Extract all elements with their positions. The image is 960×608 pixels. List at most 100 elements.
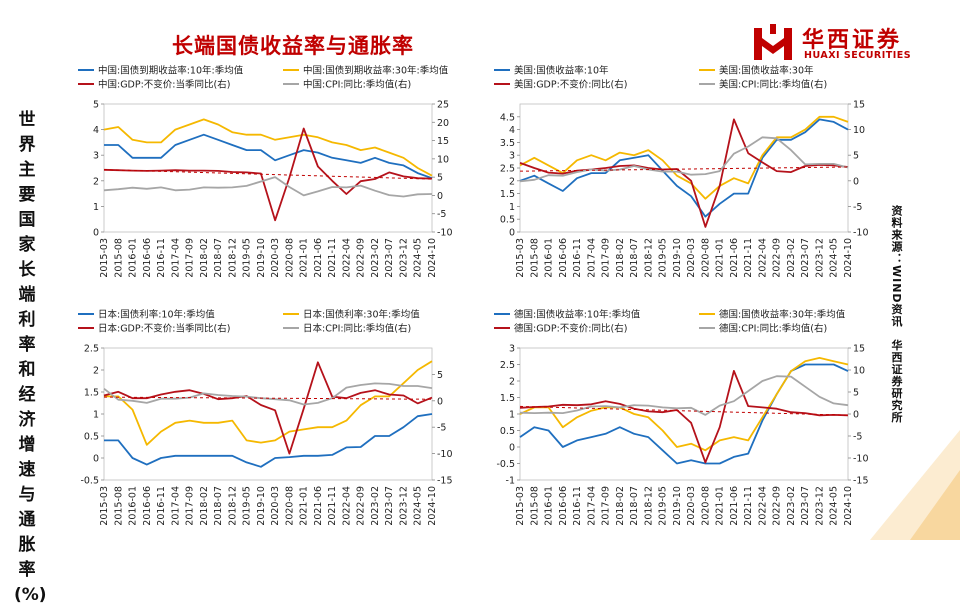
legend-entry: 日本:CPI:同比:季均值(右) — [303, 323, 411, 335]
x-tick-label: 2015-03 — [515, 486, 526, 526]
y-tick-label: -0.5 — [496, 459, 515, 470]
legend-entry: 日本:国债利率:30年:季均值 — [303, 309, 420, 321]
x-tick-label: 2023-02 — [370, 486, 381, 526]
series-line — [103, 176, 433, 198]
legend-entry: 美国:国债收益率:10年 — [514, 65, 609, 77]
x-tick-label: 2015-08 — [113, 238, 124, 278]
x-tick-label: 2015-08 — [529, 238, 540, 278]
y2-tick-label: -5 — [437, 209, 446, 220]
x-tick-label: 2018-07 — [213, 238, 224, 278]
legend-entry: 中国:国债到期收益率:30年:季均值 — [303, 65, 449, 77]
x-tick-label: 2024-10 — [843, 486, 854, 526]
x-tick-label: 2016-06 — [142, 238, 153, 278]
y2-tick-label: 10 — [853, 366, 865, 377]
legend-entry: 美国:GDP:不变价:同比(右) — [514, 79, 627, 91]
series-line — [104, 413, 433, 468]
y-tick-label: 2.5 — [500, 164, 515, 175]
x-tick-label: 2024-05 — [413, 486, 424, 526]
series-line — [103, 127, 433, 222]
series-line — [103, 118, 433, 177]
series-line — [519, 118, 849, 228]
legend-entry: 中国:GDP:不变价:当季同比(右) — [98, 79, 230, 91]
x-tick-label: 2019-10 — [256, 486, 267, 526]
y2-tick-label: -15 — [853, 476, 869, 487]
x-tick-label: 2017-04 — [170, 486, 181, 526]
x-tick-label: 2018-07 — [213, 486, 224, 526]
x-tick-label: 2022-04 — [757, 486, 768, 526]
x-tick-label: 2022-04 — [341, 486, 352, 526]
trend-line — [519, 405, 849, 416]
x-tick-label: 2017-09 — [601, 238, 612, 278]
legend-entry: 中国:国债到期收益率:10年:季均值 — [98, 65, 244, 77]
x-tick-label: 2024-05 — [829, 486, 840, 526]
x-tick-label: 2023-07 — [384, 486, 395, 526]
x-tick-label: 2023-07 — [384, 238, 395, 278]
x-tick-label: 2018-07 — [629, 238, 640, 278]
y2-tick-label: 0 — [437, 191, 443, 202]
brand-name: 华西证券 — [802, 28, 903, 53]
chart-us: 美国:国债收益率:10年 美国:国债收益率:30年美国:GDP:不变价:同比(右)… — [494, 65, 869, 278]
plot-frame — [103, 347, 433, 481]
trend-line — [519, 166, 849, 172]
y-tick-label: 0.5 — [84, 432, 99, 443]
x-tick-label: 2022-09 — [772, 238, 783, 278]
x-tick-label: 2020-03 — [686, 486, 697, 526]
y-tick-label: 1.5 — [84, 388, 99, 399]
y2-tick-label: 25 — [437, 100, 449, 111]
y-tick-label: 1.5 — [500, 393, 515, 404]
y-tick-label: 2 — [93, 366, 99, 377]
series-line — [103, 382, 433, 406]
x-tick-label: 2022-09 — [772, 486, 783, 526]
y2-tick-label: 0 — [853, 176, 859, 187]
x-tick-label: 2021-11 — [743, 486, 754, 526]
x-tick-label: 2019-05 — [658, 486, 669, 526]
legend-entry: 德国:国债收益率:30年:季均值 — [719, 309, 846, 321]
y2-tick-label: 5 — [437, 370, 443, 381]
x-tick-label: 2018-07 — [629, 486, 640, 526]
y-tick-label: 5 — [93, 100, 99, 111]
x-tick-label: 2017-09 — [185, 486, 196, 526]
y2-tick-label: 5 — [853, 151, 859, 162]
y2-tick-label: 15 — [437, 136, 449, 147]
x-tick-label: 2020-08 — [700, 486, 711, 526]
x-tick-label: 2023-02 — [786, 238, 797, 278]
y-tick-label: 1 — [509, 202, 515, 213]
y-tick-label: 3 — [509, 151, 515, 162]
x-tick-label: 2019-10 — [256, 238, 267, 278]
brand-subtitle: HUAXI SECURITIES — [804, 50, 912, 61]
x-tick-label: 2022-09 — [356, 486, 367, 526]
series-line — [519, 370, 849, 464]
x-tick-label: 2020-03 — [686, 238, 697, 278]
x-tick-label: 2021-01 — [715, 486, 726, 526]
legend-entry: 日本:国债利率:10年:季均值 — [98, 309, 215, 321]
y-tick-label: 4 — [93, 125, 99, 136]
x-tick-label: 2020-08 — [284, 486, 295, 526]
x-tick-label: 2015-03 — [515, 238, 526, 278]
plot-frame — [103, 103, 433, 233]
x-tick-label: 2023-12 — [398, 486, 409, 526]
y-tick-label: 3.5 — [500, 138, 515, 149]
legend-entry: 德国:国债收益率:10年:季均值 — [514, 309, 641, 321]
y-tick-label: 0 — [509, 443, 515, 454]
y2-tick-label: -5 — [853, 202, 862, 213]
x-tick-label: 2020-08 — [284, 238, 295, 278]
y-tick-label: 0 — [93, 228, 99, 239]
y-tick-label: 3 — [509, 344, 515, 355]
source-note: 资料来源：WIND资讯 华西证券研究所 — [890, 205, 903, 424]
y-tick-label: 2 — [93, 176, 99, 187]
y-tick-label: 1.5 — [500, 189, 515, 200]
x-tick-label: 2024-10 — [427, 486, 438, 526]
x-tick-label: 2023-12 — [814, 486, 825, 526]
y-tick-label: 2 — [509, 176, 515, 187]
x-tick-label: 2017-09 — [601, 486, 612, 526]
y-tick-label: 1 — [93, 202, 99, 213]
series-line — [103, 361, 433, 455]
x-tick-label: 2019-05 — [242, 486, 253, 526]
x-tick-label: 2016-11 — [156, 238, 167, 278]
x-tick-label: 2023-02 — [786, 486, 797, 526]
y2-tick-label: 0 — [437, 396, 443, 407]
y-tick-label: 0 — [509, 228, 515, 239]
x-tick-label: 2018-02 — [615, 238, 626, 278]
series-line — [519, 375, 849, 416]
x-tick-label: 2017-04 — [586, 486, 597, 526]
